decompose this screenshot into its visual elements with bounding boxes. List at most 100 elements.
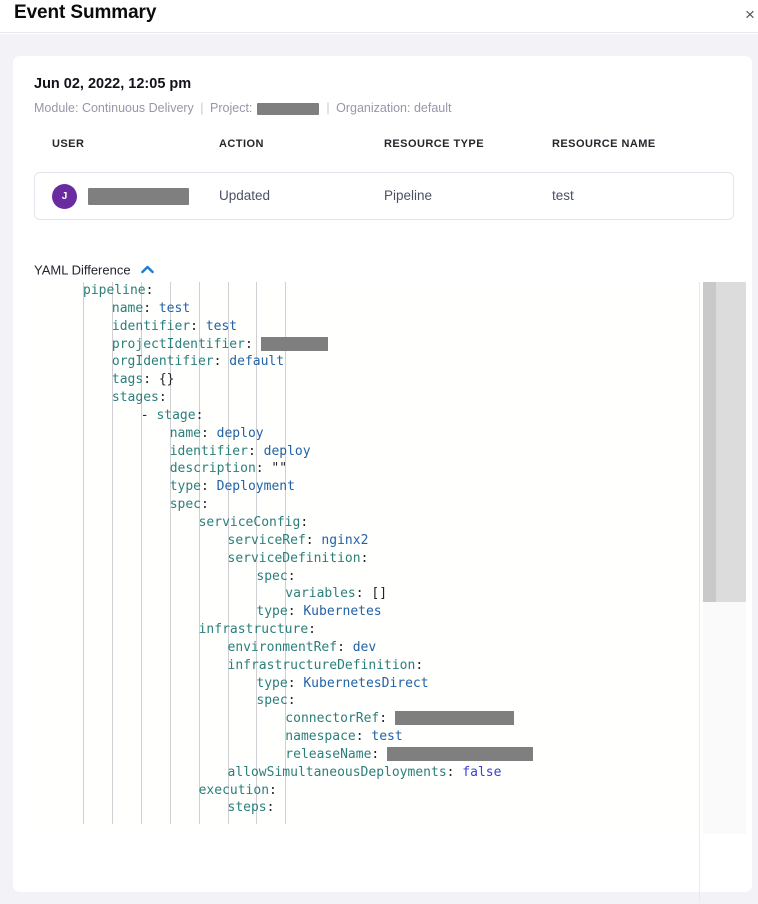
yaml-key: spec (256, 693, 288, 709)
yaml-value: [] (363, 586, 388, 602)
column-header-resource-name: RESOURCE NAME (552, 138, 656, 150)
table-row[interactable]: J Updated Pipeline test (34, 172, 734, 220)
yaml-colon: : (305, 532, 314, 548)
event-summary-card: Jun 02, 2022, 12:05 pm Module: Continuou… (13, 56, 752, 902)
cell-resource-type: Pipeline (384, 188, 433, 203)
yaml-colon: : (158, 390, 167, 406)
yaml-colon: : (300, 514, 309, 530)
yaml-key: identifier (111, 318, 191, 334)
yaml-key: environmentRef (227, 639, 338, 655)
meta-separator-2: | (326, 101, 330, 115)
yaml-key: identifier (169, 443, 248, 459)
yaml-key: connectorRef (285, 711, 380, 727)
yaml-value: Kubernetes (295, 604, 382, 620)
indent-guide (227, 282, 229, 824)
indent-guide (83, 282, 84, 824)
yaml-key: orgIdentifier (111, 354, 214, 370)
close-icon[interactable]: × (745, 5, 755, 24)
yaml-value-redacted (387, 746, 534, 761)
yaml-difference-label: YAML Difference (34, 262, 131, 278)
yaml-value: test (363, 729, 403, 745)
avatar: J (52, 184, 77, 209)
yaml-value: dev (344, 639, 377, 655)
indent-guide (169, 282, 171, 824)
yaml-colon: : (255, 461, 264, 477)
meta-module-label: Module: Continuous Delivery (34, 101, 194, 115)
yaml-colon: : (337, 639, 345, 655)
yaml-key: stage (156, 407, 196, 423)
yaml-value: nginx2 (313, 532, 369, 548)
yaml-key: spec (169, 497, 201, 513)
indent-guide (256, 282, 258, 824)
yaml-difference-toggle[interactable]: YAML Difference (34, 261, 154, 279)
yaml-value: KubernetesDirect (295, 675, 429, 691)
yaml-key: serviceRef (227, 532, 306, 548)
yaml-key: stages (111, 390, 159, 406)
yaml-key: execution (198, 782, 270, 798)
cell-resource-name: test (552, 188, 574, 203)
table-header: USER ACTION RESOURCE TYPE RESOURCE NAME (34, 138, 734, 172)
yaml-value: deploy (255, 443, 311, 459)
yaml-colon: : (371, 746, 380, 762)
yaml-colon: : (143, 372, 152, 388)
indent-guide (285, 282, 287, 824)
yaml-colon: : (446, 764, 455, 780)
column-header-user: USER (52, 138, 85, 150)
yaml-key: releaseName (285, 746, 372, 762)
yaml-colon: : (360, 550, 369, 566)
yaml-key: variables (285, 586, 356, 602)
yaml-key: allowSimultaneousDeployments (227, 764, 447, 780)
dialog-header: Event Summary × (0, 0, 758, 33)
yaml-key: infrastructureDefinition (227, 657, 416, 673)
yaml-key: projectIdentifier (111, 336, 245, 352)
yaml-value-redacted (260, 336, 328, 351)
yaml-key: serviceDefinition (227, 550, 361, 566)
code-scrollbar-thumb-edge[interactable] (703, 282, 716, 602)
meta-project-label: Project: (210, 101, 253, 115)
yaml-colon: : (145, 283, 154, 298)
yaml-key: type (169, 479, 201, 495)
yaml-colon: : (143, 300, 152, 316)
meta-organization-label: Organization: default (336, 101, 452, 115)
yaml-colon: : (355, 729, 364, 745)
yaml-key: type (256, 675, 288, 691)
meta-separator-1: | (200, 101, 204, 115)
yaml-colon: : (201, 425, 209, 441)
yaml-key: steps (227, 800, 267, 816)
yaml-value: test (198, 318, 238, 334)
events-table: USER ACTION RESOURCE TYPE RESOURCE NAME … (34, 138, 734, 220)
yaml-colon: : (247, 443, 256, 459)
yaml-value-redacted (394, 711, 514, 726)
user-name-redacted (88, 188, 189, 205)
yaml-colon: : (415, 657, 424, 673)
yaml-colon: : (287, 675, 296, 691)
column-header-resource-type: RESOURCE TYPE (384, 138, 484, 150)
yaml-code-viewport[interactable]: pipeline: name: test identifier: test proje… (34, 282, 734, 834)
yaml-colon: : (355, 586, 364, 602)
yaml-colon: : (201, 497, 209, 513)
event-metadata: Module: Continuous Delivery | Project: |… (34, 101, 452, 116)
yaml-key: name (111, 300, 144, 316)
dialog-body: Jun 02, 2022, 12:05 pm Module: Continuou… (0, 34, 758, 904)
yaml-key: tags (111, 372, 144, 388)
yaml-value: {} (151, 372, 175, 388)
page-title: Event Summary (14, 2, 157, 23)
yaml-value: test (151, 300, 191, 316)
yaml-colon: : (287, 604, 296, 620)
yaml-colon: : (287, 693, 296, 709)
yaml-value: default (221, 354, 285, 370)
yaml-colon: : (287, 568, 296, 584)
yaml-colon: : (379, 711, 388, 727)
indent-guide (140, 282, 142, 824)
yaml-colon: : (190, 318, 198, 334)
yaml-value: false (454, 764, 502, 780)
yaml-colon: : (213, 354, 222, 370)
yaml-colon: : (195, 407, 204, 423)
yaml-key: infrastructure (198, 622, 309, 638)
yaml-key: description (169, 461, 256, 477)
yaml-value: deploy (208, 425, 264, 441)
yaml-value: "" (263, 461, 288, 477)
yaml-colon: : (201, 479, 209, 495)
yaml-key: spec (256, 568, 288, 584)
meta-project-value-redacted (256, 103, 319, 116)
